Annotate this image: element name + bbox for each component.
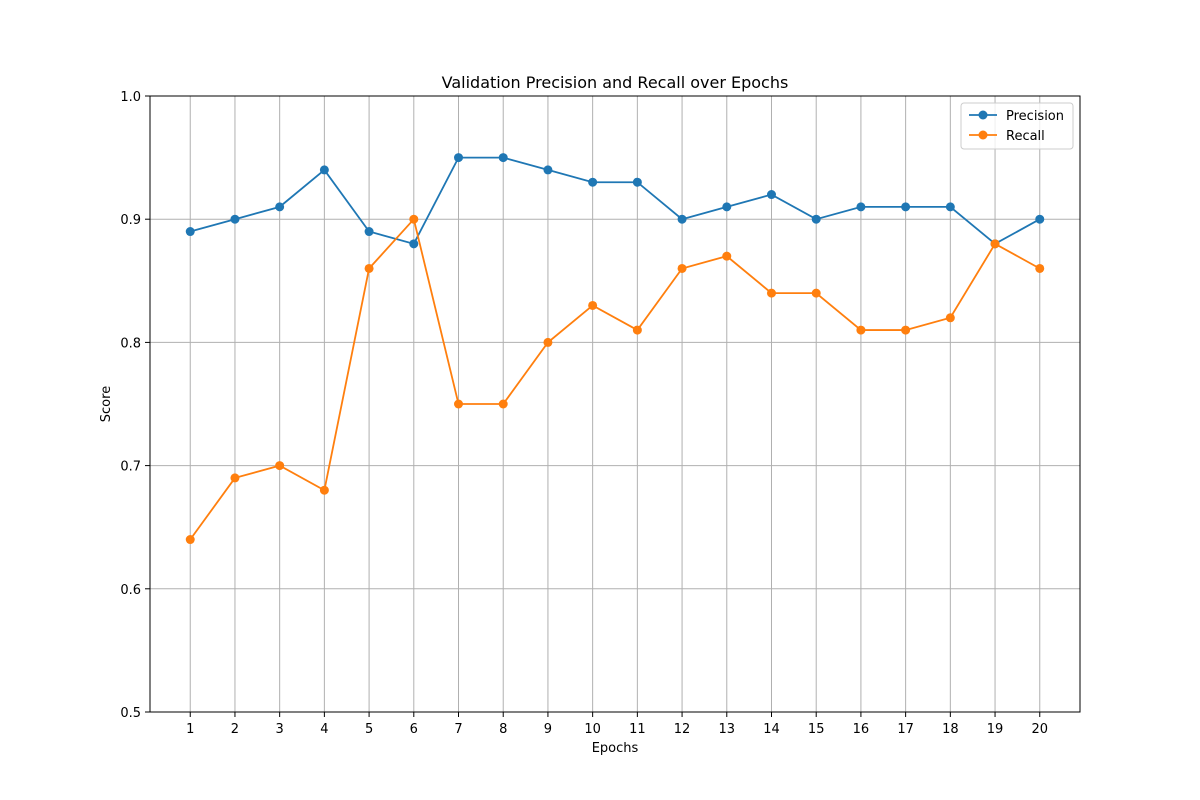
x-tick-label: 4 [320, 722, 328, 737]
y-tick-label: 1.0 [120, 90, 141, 105]
precision-line [190, 156, 1041, 245]
x-tick-label: 8 [499, 722, 507, 737]
recall-point [945, 313, 955, 323]
precision-point [766, 190, 776, 200]
recall-point [409, 214, 419, 224]
precision-point [1035, 214, 1045, 224]
y-axis-label: Score [99, 386, 114, 422]
precision-point [454, 153, 464, 163]
x-tick-label: 9 [544, 722, 552, 737]
precision-point [230, 214, 240, 224]
x-tick-label: 15 [808, 722, 825, 737]
x-axis: 1 2 3 4 5 6 7 8 9 10 11 12 13 14 15 16 17 18 19 20 [186, 712, 1048, 737]
recall-point [901, 325, 911, 335]
precision-point [588, 177, 598, 187]
recall-point [230, 473, 240, 483]
y-axis: 0.5 0.6 0.7 0.8 0.9 1.0 [120, 90, 150, 721]
recall-point [722, 251, 732, 261]
x-tick-label: 2 [231, 722, 239, 737]
recall-point [990, 239, 1000, 249]
recall-point [811, 288, 821, 298]
legend-recall-marker [978, 130, 988, 140]
x-axis-label: Epochs [592, 741, 639, 756]
recall-point [364, 263, 374, 273]
precision-point [185, 227, 195, 237]
x-tick-label: 5 [365, 722, 373, 737]
precision-point [409, 239, 419, 249]
x-tick-label: 10 [584, 722, 601, 737]
legend-recall-label: Recall [1006, 129, 1045, 144]
recall-point [543, 337, 553, 347]
precision-point [632, 177, 642, 187]
recall-point [677, 263, 687, 273]
recall-point [856, 325, 866, 335]
recall-point [319, 485, 329, 495]
recall-point [766, 288, 776, 298]
recall-point [185, 535, 195, 545]
precision-point [543, 165, 553, 175]
legend-precision-marker [978, 110, 988, 120]
y-tick-label: 0.6 [120, 583, 141, 598]
recall-point [454, 399, 464, 409]
y-tick-label: 0.5 [120, 706, 141, 721]
x-tick-label: 12 [674, 722, 691, 737]
x-tick-label: 14 [763, 722, 780, 737]
precision-point [364, 227, 374, 237]
x-tick-label: 1 [186, 722, 194, 737]
chart-title: Validation Precision and Recall over Epo… [442, 73, 789, 92]
legend: Precision Recall [960, 102, 1074, 150]
precision-point [498, 153, 508, 163]
x-tick-label: 16 [853, 722, 870, 737]
x-tick-label: 3 [276, 722, 284, 737]
x-tick-label: 20 [1031, 722, 1048, 737]
x-tick-label: 7 [454, 722, 462, 737]
y-tick-label: 0.9 [120, 213, 141, 228]
recall-line [189, 217, 1041, 541]
precision-point [901, 202, 911, 212]
precision-point [275, 202, 285, 212]
precision-point [722, 202, 732, 212]
y-tick-label: 0.8 [120, 336, 141, 351]
x-tick-label: 11 [629, 722, 646, 737]
recall-point [1035, 263, 1045, 273]
legend-precision-label: Precision [1006, 109, 1064, 124]
x-tick-label: 6 [410, 722, 418, 737]
precision-point [811, 214, 821, 224]
recall-point [632, 325, 642, 335]
plot-frame [149, 95, 1081, 713]
x-tick-label: 17 [897, 722, 914, 737]
series-recall [185, 214, 1045, 545]
series-layer [185, 153, 1045, 545]
precision-point [677, 214, 687, 224]
x-tick-label: 19 [987, 722, 1004, 737]
x-tick-label: 13 [719, 722, 736, 737]
precision-point [945, 202, 955, 212]
recall-point [275, 461, 285, 471]
precision-point [319, 165, 329, 175]
recall-point [588, 300, 598, 310]
precision-point [856, 202, 866, 212]
x-tick-label: 18 [942, 722, 959, 737]
y-tick-label: 0.7 [120, 460, 141, 475]
recall-point [498, 399, 508, 409]
